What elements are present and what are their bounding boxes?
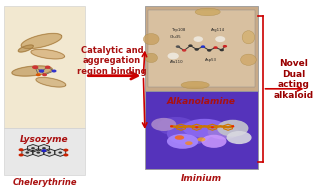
Circle shape	[188, 44, 193, 47]
Polygon shape	[44, 149, 55, 156]
Ellipse shape	[175, 135, 184, 140]
Ellipse shape	[185, 141, 193, 145]
Polygon shape	[21, 33, 62, 49]
Ellipse shape	[226, 131, 252, 144]
Polygon shape	[12, 66, 52, 76]
Ellipse shape	[167, 134, 198, 149]
Polygon shape	[18, 45, 33, 52]
Text: Glu35: Glu35	[170, 35, 182, 39]
Circle shape	[51, 70, 56, 73]
Polygon shape	[27, 144, 38, 152]
Circle shape	[31, 147, 35, 149]
Text: Chelerythrine: Chelerythrine	[12, 178, 77, 187]
Circle shape	[215, 36, 225, 42]
Circle shape	[167, 53, 179, 59]
Polygon shape	[31, 49, 64, 59]
Ellipse shape	[167, 122, 211, 145]
Ellipse shape	[242, 31, 255, 44]
Ellipse shape	[241, 54, 256, 65]
Text: Iminium: Iminium	[181, 174, 222, 183]
Circle shape	[48, 151, 51, 154]
Ellipse shape	[144, 33, 159, 45]
Polygon shape	[36, 77, 66, 87]
Text: Trp108: Trp108	[172, 28, 185, 32]
Ellipse shape	[217, 120, 249, 137]
Ellipse shape	[181, 81, 209, 89]
Text: Catalytic and
aggregation
region binding: Catalytic and aggregation region binding	[77, 46, 147, 76]
Ellipse shape	[197, 137, 205, 142]
Circle shape	[195, 126, 198, 128]
Ellipse shape	[145, 53, 158, 63]
Bar	[148, 10, 255, 87]
Circle shape	[58, 151, 62, 154]
Text: Ala110: Ala110	[170, 60, 184, 64]
Text: Novel
Dual
acting
alkaloid: Novel Dual acting alkaloid	[274, 59, 314, 100]
Circle shape	[19, 148, 24, 151]
Circle shape	[223, 45, 227, 48]
Circle shape	[32, 65, 38, 69]
Circle shape	[211, 126, 214, 128]
Circle shape	[182, 49, 186, 52]
Ellipse shape	[208, 124, 239, 139]
Circle shape	[45, 66, 50, 69]
Circle shape	[213, 46, 218, 49]
Circle shape	[207, 49, 211, 52]
Circle shape	[231, 125, 234, 127]
Circle shape	[219, 49, 224, 51]
Text: Arg114: Arg114	[211, 28, 225, 32]
Circle shape	[39, 69, 44, 73]
Text: Lysozyme: Lysozyme	[20, 135, 69, 144]
Circle shape	[194, 36, 203, 42]
Ellipse shape	[201, 135, 226, 148]
Circle shape	[63, 149, 69, 152]
Circle shape	[36, 73, 41, 76]
Bar	[4, 6, 85, 128]
Ellipse shape	[195, 8, 220, 16]
Circle shape	[42, 147, 46, 149]
Circle shape	[36, 151, 40, 154]
Polygon shape	[22, 149, 33, 156]
Circle shape	[42, 73, 47, 76]
Polygon shape	[55, 149, 66, 156]
Polygon shape	[33, 149, 44, 156]
Bar	[145, 91, 258, 169]
Text: Asp53: Asp53	[204, 58, 217, 62]
Ellipse shape	[151, 118, 176, 131]
Ellipse shape	[158, 117, 195, 136]
Circle shape	[195, 48, 199, 51]
Circle shape	[63, 153, 69, 156]
Circle shape	[170, 125, 173, 127]
Bar	[4, 128, 85, 175]
Circle shape	[26, 151, 29, 154]
Polygon shape	[39, 144, 49, 152]
Circle shape	[201, 45, 205, 48]
Bar	[145, 6, 258, 91]
Circle shape	[41, 149, 47, 152]
Text: Alkanolamine: Alkanolamine	[167, 98, 236, 106]
Ellipse shape	[182, 119, 226, 138]
Circle shape	[176, 45, 180, 48]
Circle shape	[19, 153, 24, 156]
